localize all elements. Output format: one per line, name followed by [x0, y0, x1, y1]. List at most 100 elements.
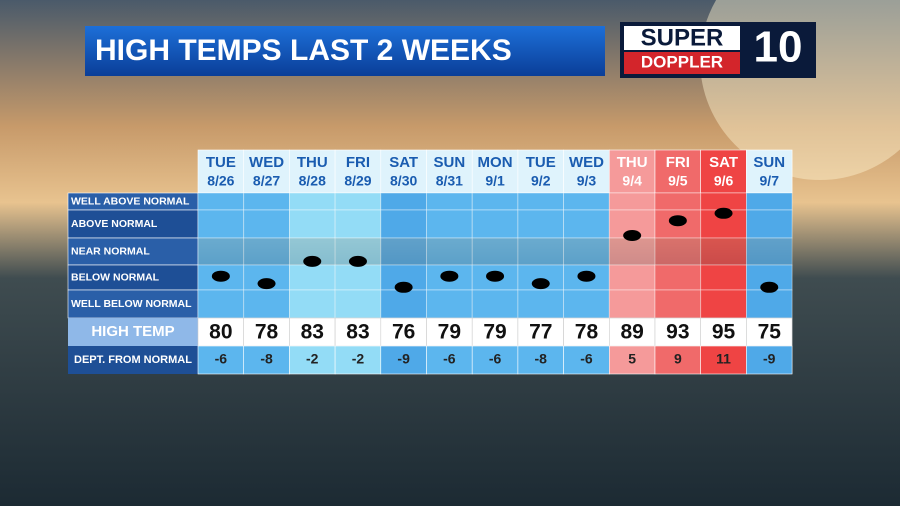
- day: THU: [617, 154, 648, 171]
- category-cell: [334, 192, 382, 211]
- high-cell: [289, 317, 336, 347]
- category-cell: [426, 192, 473, 211]
- category-cell: [517, 289, 565, 319]
- category-cell: [563, 237, 610, 266]
- logo-bottom: [624, 52, 740, 74]
- dept: -6: [443, 351, 456, 367]
- category-cell: [608, 264, 656, 291]
- day: SAT: [389, 154, 418, 171]
- category-cell: [380, 192, 427, 211]
- high-temp: 83: [301, 321, 324, 344]
- category-cell: [426, 209, 473, 239]
- day-header: [334, 149, 382, 194]
- dept-cell: [380, 345, 427, 375]
- high-cell: [426, 317, 473, 347]
- day-header: [243, 149, 290, 194]
- row-label: BELOW NORMAL: [71, 271, 160, 283]
- row-label: WELL BELOW NORMAL: [71, 298, 192, 310]
- category-cell: [700, 192, 747, 211]
- dept: -6: [215, 351, 228, 367]
- high-cell: [746, 317, 793, 347]
- category-cell: [334, 264, 382, 291]
- day: FRI: [346, 154, 370, 171]
- category-cell: [288, 264, 336, 291]
- dept-cell: [334, 345, 382, 375]
- day: SUN: [753, 154, 785, 171]
- category-cell: [197, 237, 245, 266]
- dept-cell: [243, 345, 290, 375]
- dept: -9: [397, 351, 410, 367]
- day: THU: [297, 154, 328, 171]
- category-cell: [243, 289, 290, 319]
- category-cell: [654, 264, 702, 291]
- date: 8/27: [253, 173, 280, 189]
- row-label: ABOVE NORMAL: [71, 218, 158, 230]
- date: 8/29: [344, 173, 371, 189]
- high-cell: [197, 317, 245, 347]
- category-cell: [380, 209, 427, 239]
- high-temp: 78: [255, 321, 279, 344]
- category-cell: [197, 209, 245, 239]
- temp-dot: [531, 278, 550, 290]
- date: 9/1: [485, 173, 505, 189]
- logo-number: 10: [754, 23, 803, 72]
- category-cell: [426, 237, 473, 266]
- category-cell: [243, 192, 290, 211]
- category-cell: [746, 192, 793, 211]
- day: SAT: [709, 154, 738, 171]
- date: 8/26: [207, 173, 234, 189]
- category-cell: [471, 289, 519, 319]
- temp-dot: [668, 215, 687, 227]
- date: 9/6: [714, 173, 734, 189]
- category-cell: [380, 237, 427, 266]
- dept: 11: [716, 351, 731, 367]
- high-label-cell: [68, 318, 198, 346]
- temp-dot: [714, 207, 733, 219]
- temp-dot: [623, 230, 642, 241]
- temp-dot: [211, 270, 230, 282]
- category-cell: [243, 237, 290, 266]
- category-cell: [563, 289, 610, 319]
- dept: 5: [628, 351, 636, 367]
- dept-cell: [426, 345, 473, 375]
- row-label-cell: [67, 264, 199, 291]
- high-cell: [243, 317, 290, 347]
- high-temp: 80: [209, 321, 232, 344]
- category-cell: [471, 237, 519, 266]
- category-cell: [288, 289, 336, 319]
- category-cell: [197, 289, 245, 319]
- logo-doppler: DOPPLER: [641, 52, 723, 71]
- high-temp: 75: [758, 321, 782, 344]
- day: TUE: [206, 154, 236, 171]
- category-cell: [517, 192, 565, 211]
- day-header: [608, 149, 656, 194]
- category-cell: [380, 289, 427, 319]
- high-temp: 93: [666, 321, 689, 344]
- high-cell: [654, 317, 702, 347]
- category-cell: [746, 289, 793, 319]
- date: 8/30: [390, 173, 417, 189]
- dept-label-cell: [68, 346, 198, 374]
- temp-dot: [303, 255, 322, 267]
- dept: -6: [580, 351, 593, 367]
- temp-dot: [257, 278, 276, 290]
- high-cell: [517, 317, 564, 347]
- category-cell: [563, 192, 610, 211]
- dept-cell: [608, 345, 656, 375]
- category-cell: [654, 192, 702, 211]
- high-temp: 79: [483, 321, 506, 344]
- table: WELL ABOVE NORMAL ABOVE NORMAL NEAR NORMAL…: [67, 149, 793, 375]
- day: WED: [569, 154, 604, 171]
- dept: -2: [352, 351, 365, 367]
- high-temp: 95: [712, 321, 736, 344]
- category-cell: [654, 237, 702, 266]
- category-cell: [197, 192, 245, 211]
- category-cell: [471, 192, 519, 211]
- day: WED: [249, 154, 284, 171]
- high-label: HIGH TEMP: [91, 323, 174, 340]
- row-label-cell: [67, 209, 199, 239]
- dept-label: DEPT. FROM NORMAL: [74, 354, 192, 366]
- category-cell: [700, 289, 747, 319]
- category-cell: [334, 209, 382, 239]
